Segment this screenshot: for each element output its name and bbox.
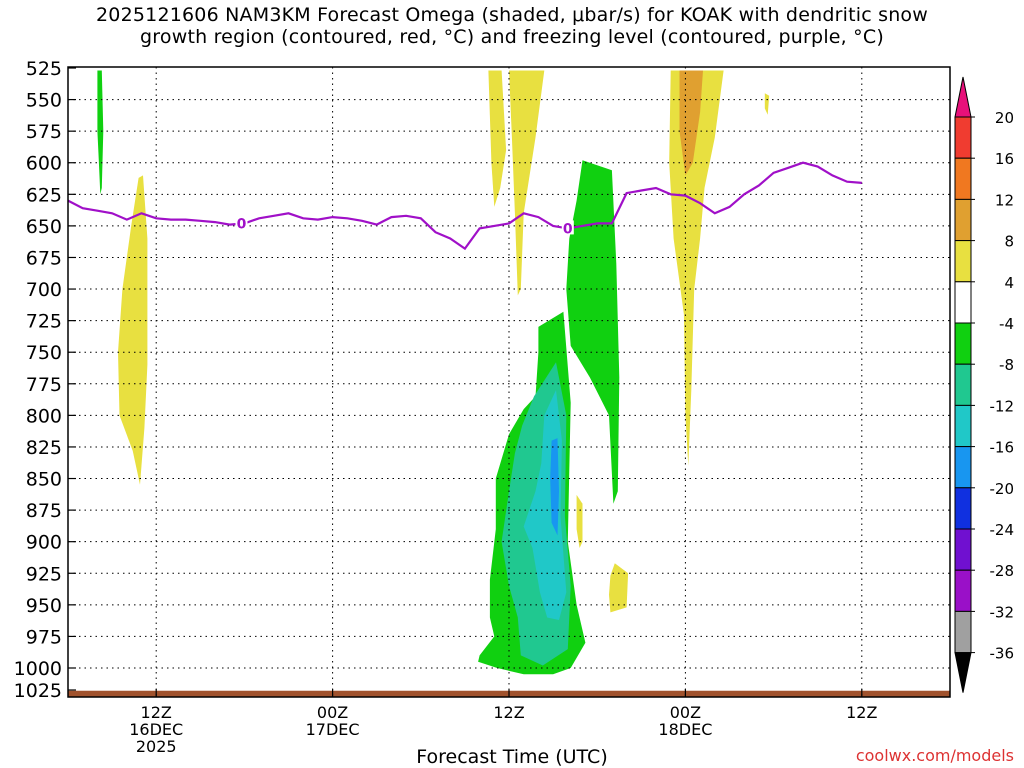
colorbar-swatch-11	[954, 569, 972, 612]
omega-shading	[97, 70, 770, 675]
chart-title-line-2: growth region (contoured, red, °C) and f…	[140, 26, 884, 48]
colorbar-swatch-2	[954, 198, 972, 242]
colorbar-label-10: -24	[990, 521, 1015, 539]
colorbar-swatch-1	[954, 157, 972, 200]
x-tick-label-1-1: 17DEC	[306, 720, 360, 739]
colorbar-label-3: 8	[1004, 233, 1014, 251]
colorbar-swatch-8	[954, 446, 972, 489]
colorbar-label-5: -4	[999, 315, 1014, 333]
colorbar-label-12: -32	[990, 603, 1015, 621]
colorbar-swatch-3	[954, 240, 972, 283]
freezing-level-label-1: 0	[563, 221, 573, 237]
x-tick-label-3-1: 18DEC	[658, 720, 712, 739]
colorbar-swatch-4	[954, 281, 972, 324]
colorbar-label-13: -36	[990, 645, 1015, 663]
x-tick-label-2-0: 12Z	[493, 703, 524, 722]
colorbar-label-8: -16	[990, 439, 1015, 457]
y-tick-label-925: 925	[26, 563, 62, 585]
x-tick-label-3-0: 00Z	[670, 703, 701, 722]
omega-region-11	[764, 93, 770, 115]
y-tick-label-725: 725	[26, 311, 62, 333]
y-tick-label-700: 700	[26, 279, 62, 301]
colorbar-label-1: 16	[995, 150, 1014, 168]
colorbar-label-2: 12	[995, 191, 1014, 209]
omega-region-8	[550, 438, 559, 536]
y-tick-label-825: 825	[26, 437, 62, 459]
grid-lines	[68, 67, 950, 697]
y-tick-label-1000: 1000	[14, 658, 62, 680]
x-axis-label: Forecast Time (UTC)	[416, 746, 608, 768]
freezing-label-bg-1	[561, 220, 574, 235]
y-tick-label-900: 900	[26, 532, 62, 554]
y-tick-label-850: 850	[26, 469, 62, 491]
omega-region-5	[566, 160, 620, 504]
y-tick-label-625: 625	[26, 184, 62, 206]
x-tick-label-0-0: 12Z	[141, 703, 172, 722]
colorbar-swatch-6	[954, 363, 972, 406]
colorbar-bottom-arrow	[954, 652, 972, 693]
y-tick-label-750: 750	[26, 342, 62, 364]
y-tick-label-1025: 1025	[14, 680, 62, 702]
y-tick-label-800: 800	[26, 405, 62, 427]
colorbar-top-arrow	[954, 76, 972, 118]
y-tick-label-675: 675	[26, 247, 62, 269]
x-tick-label-1-0: 00Z	[317, 703, 348, 722]
omega-region-12	[576, 494, 583, 548]
y-tick-label-550: 550	[26, 90, 62, 112]
chart-title-line-1: 2025121606 NAM3KM Forecast Omega (shaded…	[96, 4, 928, 26]
y-tick-label-600: 600	[26, 153, 62, 175]
y-axis: 525 550 575 600 625 650 675 700 725 750 775 800 825 8…	[14, 58, 76, 702]
omega-region-9	[669, 70, 724, 466]
x-tick-label-4-0: 12Z	[846, 703, 877, 722]
watermark: coolwx.com/models	[855, 746, 1014, 765]
colorbar-label-6: -8	[999, 356, 1014, 374]
colorbar-swatch-9	[954, 487, 972, 530]
y-tick-label-650: 650	[26, 216, 62, 238]
chart-title: 2025121606 NAM3KM Forecast Omega (shaded…	[0, 4, 1024, 48]
omega-region-2	[488, 70, 507, 207]
colorbar-swatch-0	[954, 116, 972, 159]
y-tick-label-775: 775	[26, 374, 62, 396]
omega-region-1	[118, 175, 148, 485]
y-tick-label-975: 975	[26, 626, 62, 648]
colorbar-label-0: 20	[995, 109, 1014, 127]
y-tick-label-575: 575	[26, 121, 62, 143]
freezing-level-label-0: 0	[237, 216, 247, 232]
omega-region-10	[679, 70, 703, 176]
y-tick-label-525: 525	[26, 58, 62, 80]
omega-region-13	[609, 563, 629, 613]
y-tick-label-950: 950	[26, 595, 62, 617]
y-tick-label-875: 875	[26, 500, 62, 522]
x-tick-label-0-1: 16DEC	[129, 720, 183, 739]
omega-region-3	[509, 70, 545, 296]
x-tick-label-0-2: 2025	[136, 737, 177, 756]
colorbar-swatch-7	[954, 404, 972, 448]
colorbar-swatch-12	[954, 610, 972, 654]
colorbar-label-9: -20	[990, 480, 1015, 498]
colorbar: 20 16 12 8 4 -4 -8 -12 -16 -20 -24 -28 -32 -36	[954, 76, 1015, 693]
colorbar-label-7: -12	[990, 397, 1015, 415]
colorbar-swatch-10	[954, 528, 972, 571]
freezing-level-line	[68, 161, 862, 251]
colorbar-swatch-5	[954, 322, 972, 365]
colorbar-label-11: -28	[990, 562, 1015, 580]
omega-region-0	[97, 70, 104, 195]
freezing-label-bg-0	[235, 215, 248, 230]
colorbar-label-4: 4	[1004, 274, 1014, 292]
